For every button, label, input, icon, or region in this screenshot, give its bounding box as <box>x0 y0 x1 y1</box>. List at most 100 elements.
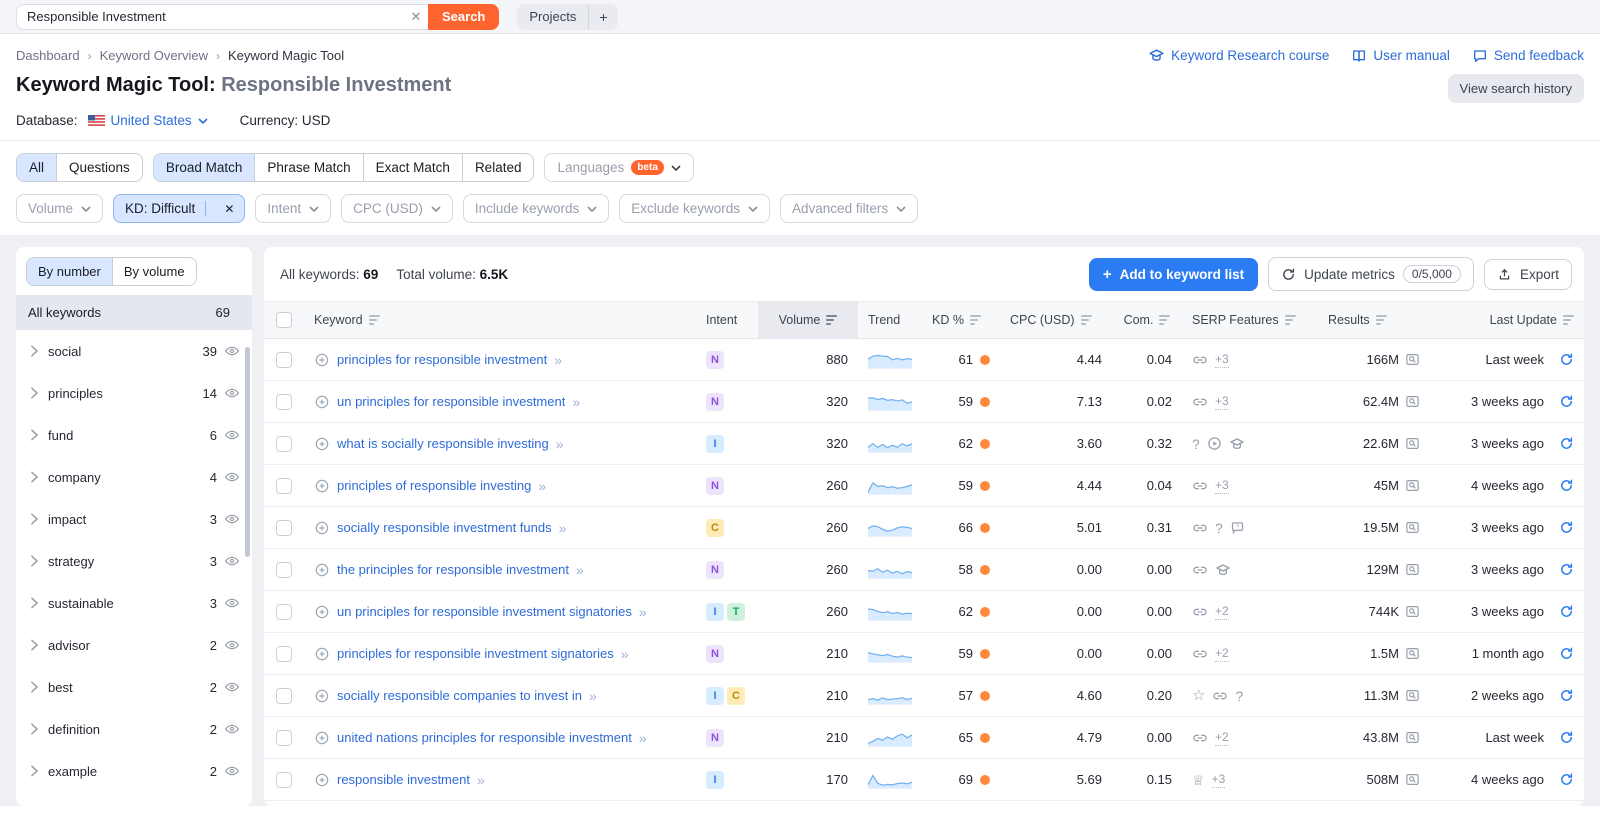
search-input[interactable] <box>16 3 428 30</box>
keyword-link[interactable]: united nations principles for responsibl… <box>337 730 632 745</box>
filter-advanced-filters[interactable]: Advanced filters <box>780 194 919 223</box>
keyword-link[interactable]: principles for responsible investment si… <box>337 646 614 661</box>
serp-preview-icon[interactable] <box>1405 604 1420 619</box>
tab-related[interactable]: Related <box>461 154 534 181</box>
row-checkbox[interactable] <box>276 561 292 578</box>
row-checkbox[interactable] <box>276 477 292 494</box>
row-checkbox[interactable] <box>276 645 292 662</box>
refresh-metrics-icon[interactable] <box>1548 381 1584 422</box>
languages-dropdown[interactable]: Languages beta <box>544 153 694 182</box>
search-button[interactable]: Search <box>428 3 500 30</box>
sidebar-group-principles[interactable]: principles 14 <box>16 372 252 414</box>
filter-volume[interactable]: Volume <box>16 194 104 223</box>
add-keyword-icon[interactable] <box>314 562 330 578</box>
eye-icon[interactable] <box>224 553 240 569</box>
export-button[interactable]: Export <box>1483 258 1572 290</box>
header-link[interactable]: Send feedback <box>1472 48 1584 64</box>
sidebar-group-sustainable[interactable]: sustainable 3 <box>16 582 252 624</box>
serp-more-count[interactable]: +3 <box>1215 393 1229 410</box>
serp-preview-icon[interactable] <box>1405 352 1420 367</box>
filter-kd-difficult[interactable]: KD: Difficult ✕ <box>113 194 246 223</box>
refresh-metrics-icon[interactable] <box>1548 507 1584 548</box>
add-keyword-icon[interactable] <box>314 520 330 536</box>
column-header-volume[interactable]: Volume <box>758 302 858 338</box>
eye-icon[interactable] <box>224 385 240 401</box>
add-keyword-icon[interactable] <box>314 730 330 746</box>
all-keywords-group[interactable]: All keywords 69 <box>16 295 252 330</box>
row-checkbox[interactable] <box>276 351 292 368</box>
eye-icon[interactable] <box>224 427 240 443</box>
toggle-by-number[interactable]: By number <box>27 258 112 285</box>
expand-keyword-icon[interactable]: » <box>638 729 647 746</box>
add-to-keyword-list-button[interactable]: + Add to keyword list <box>1088 257 1259 291</box>
sort-icon[interactable] <box>1159 315 1171 325</box>
refresh-metrics-icon[interactable] <box>1548 549 1584 590</box>
keyword-link[interactable]: responsible investment <box>337 772 470 787</box>
serp-more-count[interactable]: +2 <box>1215 645 1229 662</box>
serp-preview-icon[interactable] <box>1405 436 1420 451</box>
add-keyword-icon[interactable] <box>314 604 330 620</box>
add-keyword-icon[interactable] <box>314 772 330 788</box>
sort-icon[interactable] <box>1284 315 1296 325</box>
sort-icon[interactable] <box>368 315 380 325</box>
expand-keyword-icon[interactable]: » <box>538 477 546 494</box>
sidebar-group-social[interactable]: social 39 <box>16 330 252 372</box>
keyword-link[interactable]: principles for responsible investment <box>337 352 548 367</box>
sidebar-group-example[interactable]: example 2 <box>16 750 252 792</box>
refresh-metrics-icon[interactable] <box>1548 465 1584 506</box>
view-search-history-button[interactable]: View search history <box>1447 74 1584 103</box>
add-keyword-icon[interactable] <box>314 436 330 452</box>
sidebar-group-strategy[interactable]: strategy 3 <box>16 540 252 582</box>
serp-more-count[interactable]: +3 <box>1211 771 1226 788</box>
expand-keyword-icon[interactable]: » <box>620 645 629 662</box>
sidebar-group-fund[interactable]: fund 6 <box>16 414 252 456</box>
filter-cpc-usd-[interactable]: CPC (USD) <box>341 194 453 223</box>
serp-preview-icon[interactable] <box>1405 730 1420 745</box>
eye-icon[interactable] <box>224 511 240 527</box>
refresh-metrics-icon[interactable] <box>1548 759 1584 800</box>
keyword-link[interactable]: socially responsible investment funds <box>337 520 552 535</box>
filter-intent[interactable]: Intent <box>255 194 332 223</box>
row-checkbox[interactable] <box>276 603 292 620</box>
projects-button[interactable]: Projects <box>529 9 577 24</box>
refresh-metrics-icon[interactable] <box>1548 717 1584 758</box>
column-header-kd-%[interactable]: KD % <box>922 302 1000 338</box>
eye-icon[interactable] <box>224 721 240 737</box>
serp-more-count[interactable]: +3 <box>1215 477 1229 494</box>
add-keyword-icon[interactable] <box>314 478 330 494</box>
keyword-link[interactable]: what is socially responsible investing <box>337 436 549 451</box>
expand-keyword-icon[interactable]: » <box>558 519 567 536</box>
add-keyword-icon[interactable] <box>314 394 330 410</box>
sort-icon[interactable] <box>1080 315 1092 325</box>
breadcrumb-item[interactable]: Keyword Magic Tool <box>227 48 345 63</box>
filter-exclude-keywords[interactable]: Exclude keywords <box>619 194 771 223</box>
eye-icon[interactable] <box>224 637 240 653</box>
update-metrics-button[interactable]: Update metrics 0/5,000 <box>1268 257 1474 291</box>
expand-keyword-icon[interactable]: » <box>554 351 562 368</box>
header-link[interactable]: User manual <box>1351 48 1450 64</box>
serp-preview-icon[interactable] <box>1405 478 1420 493</box>
expand-keyword-icon[interactable]: » <box>638 603 647 620</box>
sidebar-group-definition[interactable]: definition 2 <box>16 708 252 750</box>
serp-more-count[interactable]: +2 <box>1215 603 1229 620</box>
serp-more-count[interactable]: +2 <box>1215 729 1229 746</box>
refresh-metrics-icon[interactable] <box>1548 339 1584 380</box>
sort-icon[interactable] <box>969 315 981 325</box>
header-link[interactable]: Keyword Research course <box>1148 47 1329 64</box>
filter-include-keywords[interactable]: Include keywords <box>462 194 610 223</box>
select-all-checkbox[interactable] <box>276 312 292 328</box>
tab-phrase-match[interactable]: Phrase Match <box>254 154 362 181</box>
row-checkbox[interactable] <box>276 393 292 410</box>
tab-broad-match[interactable]: Broad Match <box>153 154 255 181</box>
sidebar-scrollbar[interactable] <box>245 347 250 557</box>
expand-keyword-icon[interactable]: » <box>588 687 597 704</box>
sort-icon[interactable] <box>1563 315 1574 325</box>
column-header-last-update[interactable]: Last Update <box>1430 302 1584 338</box>
eye-icon[interactable] <box>224 763 240 779</box>
expand-keyword-icon[interactable]: » <box>572 393 580 410</box>
row-checkbox[interactable] <box>276 687 292 704</box>
sort-icon[interactable] <box>826 315 838 325</box>
keyword-link[interactable]: the principles for responsible investmen… <box>337 562 569 577</box>
breadcrumb-item[interactable]: Keyword Overview <box>99 48 208 63</box>
row-checkbox[interactable] <box>276 519 292 536</box>
